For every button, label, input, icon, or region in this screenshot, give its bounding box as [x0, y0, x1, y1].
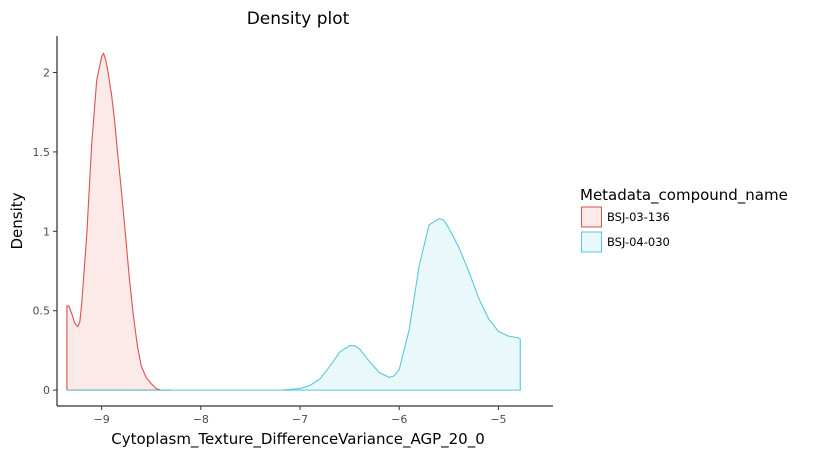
- y-tick-label: 0.5: [33, 305, 51, 318]
- y-axis-title: Density: [8, 192, 26, 249]
- series-area-bsj-04-030: [66, 218, 521, 391]
- x-tick-label: −5: [490, 413, 506, 426]
- series-line-bsj-03-136: [66, 52, 172, 391]
- x-tick-label: −9: [94, 413, 110, 426]
- legend-label: BSJ-03-136: [607, 210, 670, 224]
- legend-items: BSJ-03-136 BSJ-04-030: [581, 206, 670, 253]
- series-area-bsj-03-136: [66, 53, 172, 391]
- legend-title: Metadata_compound_name: [580, 186, 788, 205]
- legend-label: BSJ-04-030: [607, 235, 670, 249]
- x-tick-label: −6: [391, 413, 407, 426]
- x-tick-label: −8: [193, 413, 209, 426]
- y-tick-label: 2: [43, 67, 50, 80]
- x-axis-title: Cytoplasm_Texture_DifferenceVariance_AGP…: [111, 430, 485, 449]
- y-tick-label: 1: [43, 225, 50, 238]
- x-ticks: −9 −8 −7 −6 −5: [94, 406, 507, 426]
- y-tick-label: 1.5: [33, 146, 51, 159]
- legend: Metadata_compound_name BSJ-03-136 BSJ-04-…: [580, 186, 788, 253]
- chart-title: Density plot: [247, 9, 350, 29]
- legend-key: [581, 231, 602, 253]
- x-tick-label: −7: [292, 413, 308, 426]
- legend-key: [581, 206, 602, 228]
- series-line-bsj-04-030: [66, 218, 521, 391]
- y-tick-label: 0: [43, 384, 50, 397]
- series-layer: [66, 52, 521, 391]
- y-ticks: 0 0.5 1 1.5 2: [33, 67, 57, 397]
